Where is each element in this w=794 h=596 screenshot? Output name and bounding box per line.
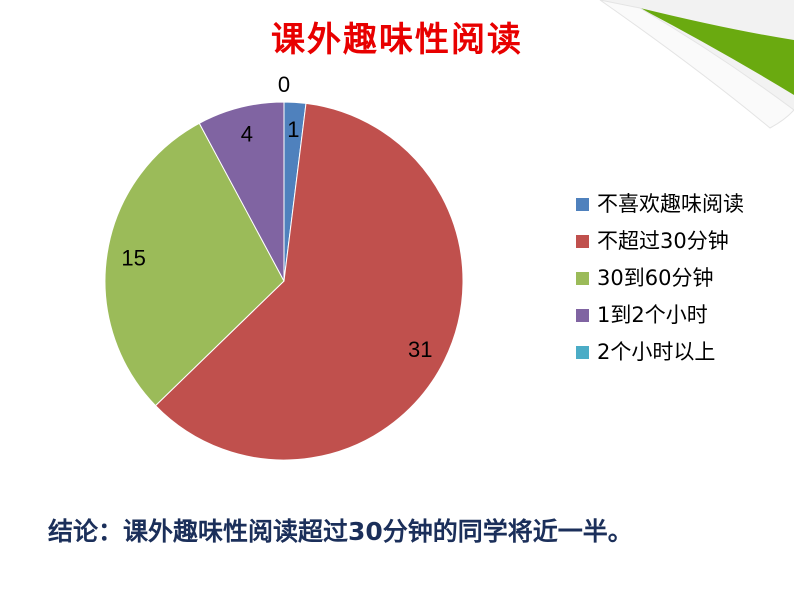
legend: 不喜欢趣味阅读 不超过30分钟 30到60分钟 1到2个小时 2个小时以上	[576, 184, 744, 369]
legend-item: 不超过30分钟	[576, 221, 744, 258]
data-label-3: 4	[241, 121, 253, 146]
data-label-0: 1	[287, 117, 299, 142]
legend-item: 不喜欢趣味阅读	[576, 184, 744, 221]
legend-label: 不喜欢趣味阅读	[597, 191, 744, 216]
slide-title: 课外趣味性阅读	[271, 20, 523, 60]
legend-label: 1到2个小时	[597, 302, 708, 327]
legend-swatch	[576, 272, 589, 285]
pie-slice-3	[198, 101, 285, 282]
pie-chart: 1 31 15 40	[104, 72, 464, 461]
legend-label: 不超过30分钟	[597, 228, 729, 253]
legend-swatch	[576, 235, 589, 248]
legend-swatch	[576, 309, 589, 322]
legend-swatch	[576, 346, 589, 359]
pie-slice-2	[104, 122, 285, 407]
data-label-2: 15	[121, 246, 145, 271]
data-label-4: 0	[278, 72, 290, 97]
legend-item: 1到2个小时	[576, 295, 744, 332]
data-label-1: 31	[408, 337, 432, 362]
legend-label: 2个小时以上	[597, 339, 716, 364]
conclusion-text: 结论：课外趣味性阅读超过30分钟的同学将近一半。	[48, 517, 633, 546]
pie-slice-1	[154, 102, 464, 461]
legend-item: 2个小时以上	[576, 332, 744, 369]
legend-label: 30到60分钟	[597, 265, 714, 290]
legend-swatch	[576, 198, 589, 211]
legend-item: 30到60分钟	[576, 258, 744, 295]
